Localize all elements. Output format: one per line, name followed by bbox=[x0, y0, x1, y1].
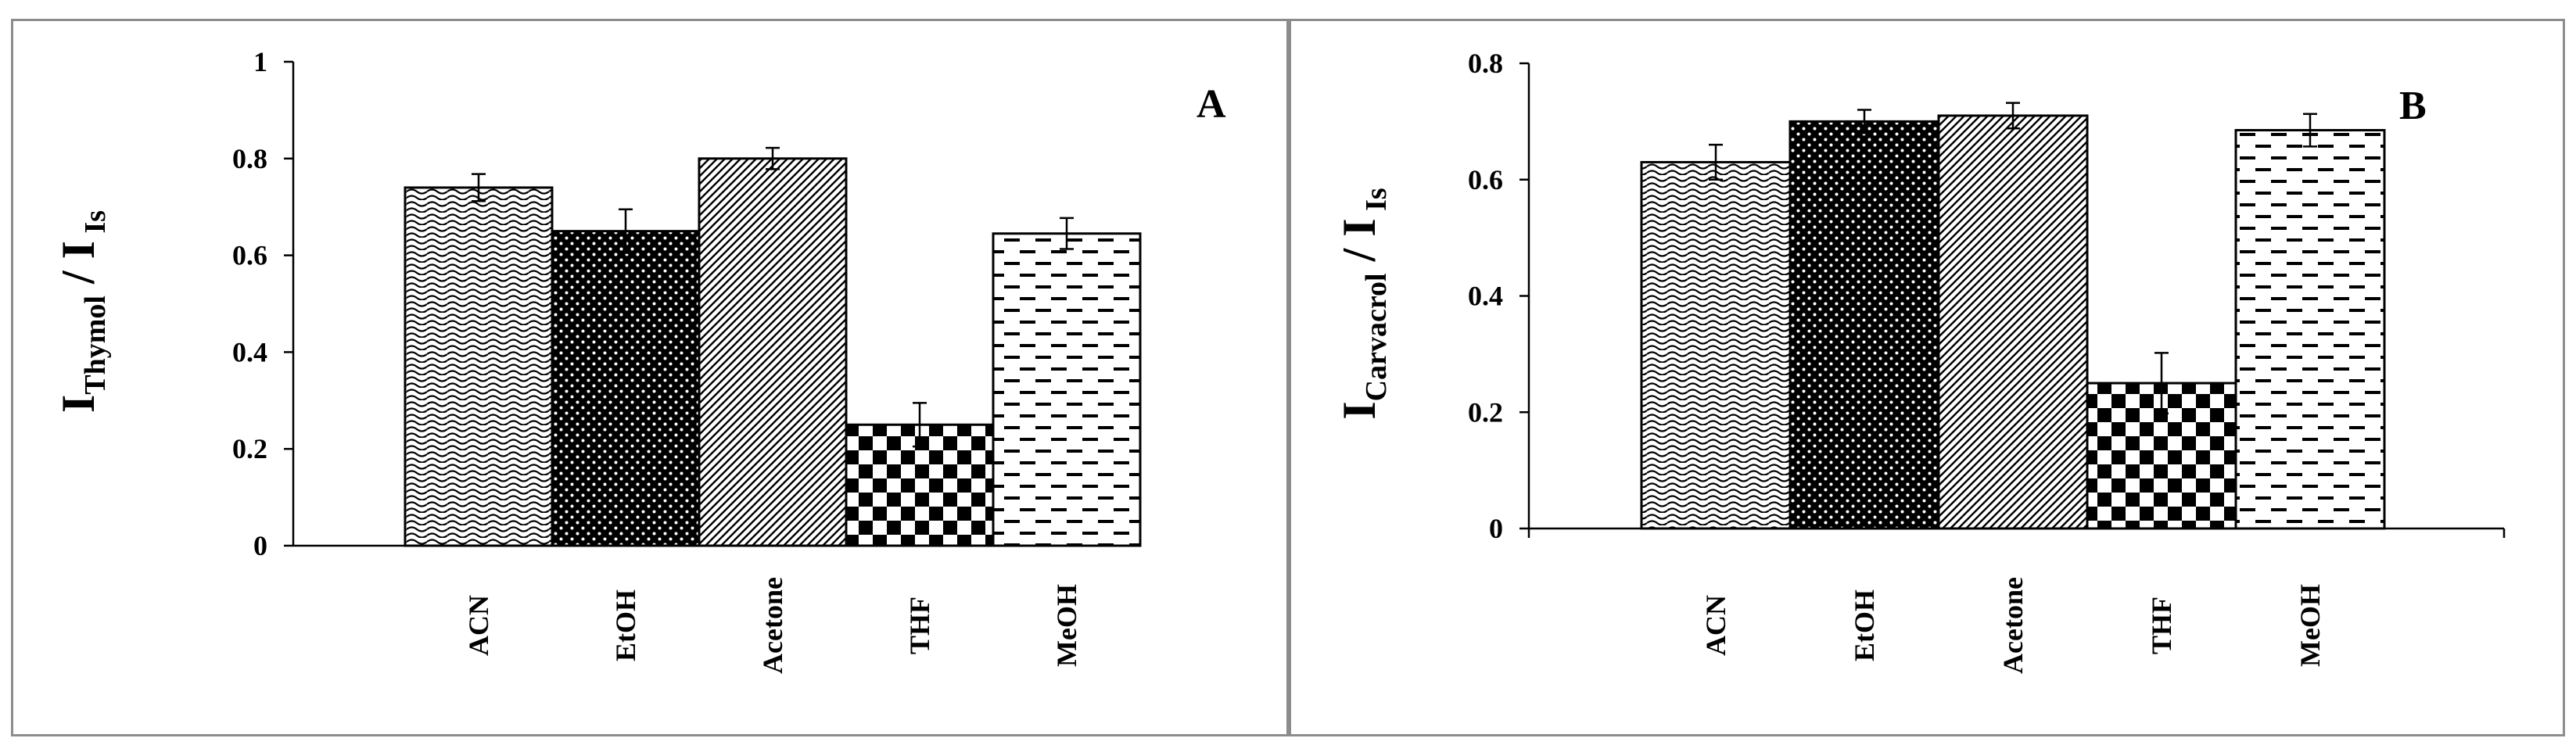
x-tick-label: EtOH bbox=[1849, 589, 1880, 661]
bar-acn bbox=[404, 186, 554, 547]
chart-b: 0 0.2 0.4 0.6 0.8 ACN EtOH Acetone THF MeOH B ICarv… bbox=[1333, 48, 2506, 674]
bar-etoh bbox=[551, 230, 701, 547]
x-tick-label: Acetone bbox=[757, 577, 788, 674]
bar-acetone bbox=[1937, 114, 2089, 530]
y-tick-label: 0.8 bbox=[232, 143, 267, 174]
bar-etoh bbox=[1788, 120, 1940, 530]
x-tick-label: ACN bbox=[1700, 595, 1731, 656]
chart-a: 0 0.2 0.4 0.6 0.8 1 ACN EtOH Acetone THF MeOH A IThy… bbox=[52, 46, 1226, 674]
x-tick-label: THF bbox=[2146, 597, 2177, 654]
bar-meoh bbox=[2234, 129, 2386, 530]
x-tick-label: MeOH bbox=[2294, 584, 2326, 667]
x-tick-label: EtOH bbox=[610, 589, 641, 661]
y-tick-label: 0.6 bbox=[1468, 164, 1503, 195]
y-tick-label: 0.2 bbox=[232, 433, 267, 464]
bar-acn bbox=[1640, 160, 1792, 530]
y-axis-label: ICarvacrol / I Is bbox=[1333, 188, 1393, 419]
panel-label: A bbox=[1197, 82, 1226, 127]
bar-meoh bbox=[992, 232, 1142, 547]
x-tick-label: Acetone bbox=[1997, 577, 2029, 674]
bar-acetone bbox=[698, 157, 848, 547]
y-tick-label: 0.4 bbox=[1468, 281, 1503, 312]
y-tick-label: 0.2 bbox=[1468, 396, 1503, 428]
y-tick-label: 0.8 bbox=[1468, 48, 1503, 79]
y-tick-label: 0 bbox=[253, 530, 267, 561]
x-tick-label: ACN bbox=[463, 595, 494, 656]
x-tick-label: MeOH bbox=[1051, 584, 1082, 667]
y-axis-label: IThymol / I Is bbox=[52, 210, 112, 413]
x-tick-label: THF bbox=[904, 597, 935, 654]
y-tick-label: 0.4 bbox=[232, 336, 267, 367]
y-tick-label: 0.6 bbox=[232, 240, 267, 271]
y-tick-label: 0 bbox=[1489, 513, 1503, 544]
y-tick-label: 1 bbox=[253, 46, 267, 77]
panel-label: B bbox=[2399, 84, 2427, 128]
